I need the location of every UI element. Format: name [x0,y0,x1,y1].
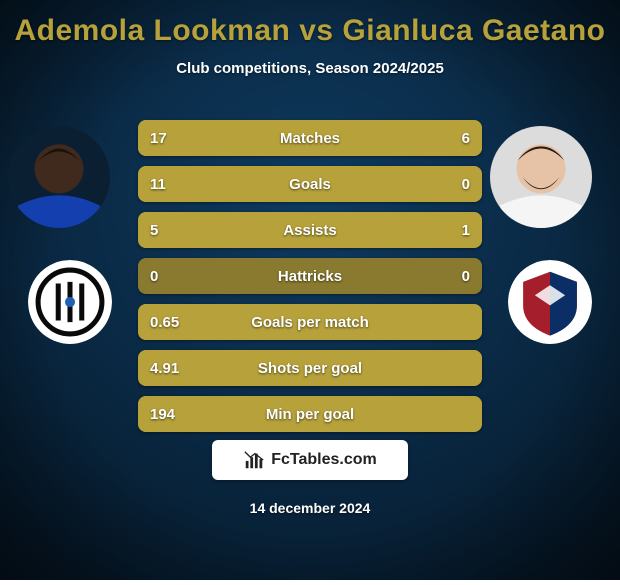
stat-row: 0 Hattricks 0 [138,258,482,294]
stat-value-left: 17 [150,130,167,147]
subtitle: Club competitions, Season 2024/2025 [0,60,620,77]
stat-value-right: 0 [462,176,470,193]
stat-value-left: 0.65 [150,314,179,331]
stat-row: 17 Matches 6 [138,120,482,156]
stat-value-left: 0 [150,268,158,285]
stat-label: Hattricks [278,268,342,285]
stat-row: 0.65 Goals per match [138,304,482,340]
brand-box: FcTables.com [212,440,408,480]
stat-row: 4.91 Shots per goal [138,350,482,386]
stat-value-right: 6 [462,130,470,147]
stat-label: Goals per match [251,314,369,331]
player-right-avatar [490,126,592,228]
stat-value-left: 11 [150,176,166,193]
stat-value-left: 5 [150,222,158,239]
club-left-crest [28,260,112,344]
stat-value-right: 1 [462,222,470,239]
stat-label: Matches [280,130,340,147]
stat-value-left: 4.91 [150,360,179,377]
stat-row: 11 Goals 0 [138,166,482,202]
stat-row: 194 Min per goal [138,396,482,432]
stat-value-left: 194 [150,406,175,423]
date-text: 14 december 2024 [0,500,620,516]
stat-label: Assists [283,222,336,239]
stat-rows: 17 Matches 6 11 Goals 0 5 Assists 1 0 Hattricks 0 0.… [138,120,482,442]
bar-chart-icon [243,449,265,471]
stat-label: Min per goal [266,406,354,423]
player-left-avatar [8,126,110,228]
stat-value-right: 0 [462,268,470,285]
page-title: Ademola Lookman vs Gianluca Gaetano [0,14,620,48]
stat-label: Shots per goal [258,360,362,377]
club-right-crest [508,260,592,344]
stat-row: 5 Assists 1 [138,212,482,248]
brand-text: FcTables.com [271,451,377,469]
stat-label: Goals [289,176,331,193]
